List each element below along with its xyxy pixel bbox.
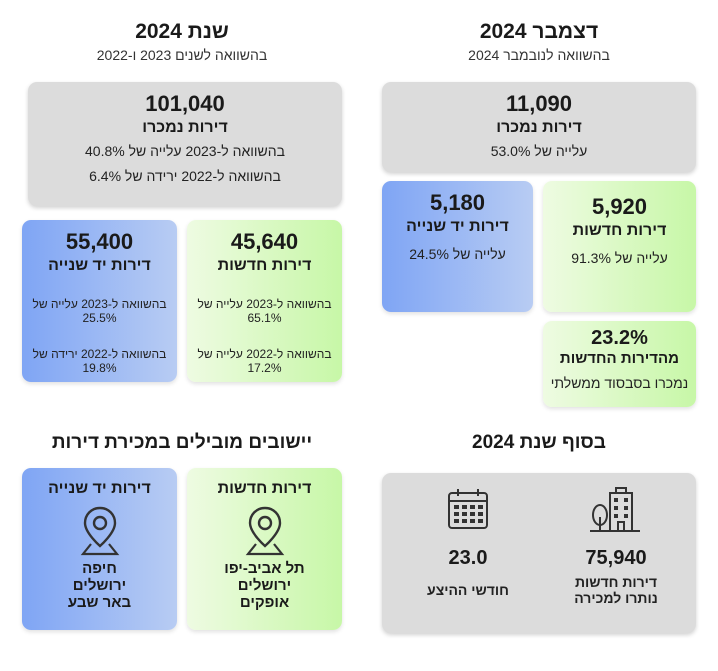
- december-second-card: 5,180 דירות יד שנייה עלייה של 24.5%: [382, 181, 533, 312]
- leading-new-city-1: תל אביב-יפו: [224, 560, 305, 577]
- december-new-change: עלייה של 91.3%: [571, 250, 668, 266]
- december-new-value: 5,920: [591, 194, 648, 219]
- inventory-line1: דירות חדשות: [574, 574, 658, 590]
- leading-second-city-2: ירושלים: [72, 577, 127, 594]
- december-second-label: דירות יד שנייה: [406, 218, 509, 235]
- december-second-change: עלייה של 24.5%: [409, 246, 506, 262]
- leading-second-card: דירות יד שנייה חיפה ירושלים באר שבע: [22, 468, 177, 630]
- end-of-year-title: בסוף שנת 2024: [472, 432, 606, 453]
- leading-new-label: דירות חדשות: [217, 480, 312, 497]
- december-header: דצמבר 2024 בהשוואה לנובמבר 2024: [382, 20, 696, 63]
- year-new-card: 45,640 דירות חדשות בהשוואה ל-2023 עלייה …: [187, 220, 342, 382]
- december-subsidized-card: 23.2% מהדירות החדשות נמכרו בסבסוד ממשלתי: [543, 321, 696, 407]
- year-header: שנת 2024 בהשוואה לשנים 2023 ו-2022: [22, 20, 342, 63]
- december-sold-card: 11,090 דירות נמכרו עלייה של 53.0%: [382, 82, 696, 172]
- year-second-card: 55,400 דירות יד שנייה בהשוואה ל-2023 עלי…: [22, 220, 177, 382]
- year-second-label: דירות יד שנייה: [48, 257, 151, 274]
- december-sold-label: דירות נמכרו: [496, 119, 582, 136]
- supply-months-value: 23.0: [448, 547, 488, 569]
- year-new-vs2022: בהשוואה ל-2022 עלייה של 17.2%: [197, 347, 332, 375]
- december-sold-change: עלייה של 53.0%: [490, 143, 588, 159]
- december-subsidized-value: 23.2%: [591, 327, 648, 349]
- leading-new-city-3: אופקים: [239, 594, 290, 611]
- year-second-vs2023: בהשוואה ל-2023 עלייה של 25.5%: [32, 297, 167, 325]
- december-title: דצמבר 2024: [479, 20, 599, 43]
- end-of-year-card: 75,940 דירות חדשות נותרו למכירה 23.0 חוד…: [382, 473, 696, 633]
- supply-months-label: חודשי ההיצע: [427, 582, 509, 598]
- leading-second-city-3: באר שבע: [67, 594, 132, 611]
- year-new-vs2023: בהשוואה ל-2023 עלייה של 65.1%: [197, 297, 332, 325]
- december-sold-value: 11,090: [505, 91, 573, 116]
- location-pin-icon: [187, 504, 342, 560]
- year-second-vs2022: בהשוואה ל-2022 ירידה של 19.8%: [32, 347, 167, 375]
- buildings-icon: [546, 487, 686, 535]
- leading-second-label: דירות יד שנייה: [48, 480, 151, 497]
- leading-new-card: דירות חדשות תל אביב-יפו ירושלים אופקים: [187, 468, 342, 630]
- year-sold-label: דירות נמכרו: [142, 119, 228, 136]
- december-new-card: 5,920 דירות חדשות עלייה של 91.3%: [543, 181, 696, 312]
- leading-settlements-title: יישובים מובילים במכירת דירות: [51, 432, 313, 453]
- year-sold-value: 101,040: [145, 91, 225, 116]
- inventory-block: 75,940 דירות חדשות נותרו למכירה: [546, 487, 686, 606]
- year-title: שנת 2024: [135, 20, 229, 43]
- year-new-value: 45,640: [230, 229, 299, 254]
- december-new-label: דירות חדשות: [572, 222, 667, 239]
- inventory-line2: נותרו למכירה: [574, 590, 658, 606]
- december-subsidized-note: נמכרו בסבסוד ממשלתי: [550, 375, 689, 391]
- leading-second-city-1: חיפה: [82, 560, 117, 577]
- year-sold-vs2022: בהשוואה ל-2022 ירידה של 6.4%: [89, 168, 281, 184]
- leading-new-city-2: ירושלים: [237, 577, 292, 594]
- supply-months-block: 23.0 חודשי ההיצע: [398, 487, 538, 598]
- year-sold-vs2023: בהשוואה ל-2023 עלייה של 40.8%: [85, 143, 285, 159]
- location-pin-icon: [22, 504, 177, 560]
- december-subsidized-label: מהדירות החדשות: [559, 350, 680, 367]
- year-sold-card: 101,040 דירות נמכרו בהשוואה ל-2023 עלייה…: [28, 82, 342, 206]
- december-subtitle: בהשוואה לנובמבר 2024: [468, 47, 610, 63]
- calendar-icon: [398, 487, 538, 535]
- year-new-label: דירות חדשות: [217, 257, 312, 274]
- year-subtitle: בהשוואה לשנים 2023 ו-2022: [96, 47, 268, 63]
- inventory-value: 75,940: [585, 547, 647, 569]
- december-second-value: 5,180: [429, 190, 486, 215]
- year-second-value: 55,400: [65, 229, 134, 254]
